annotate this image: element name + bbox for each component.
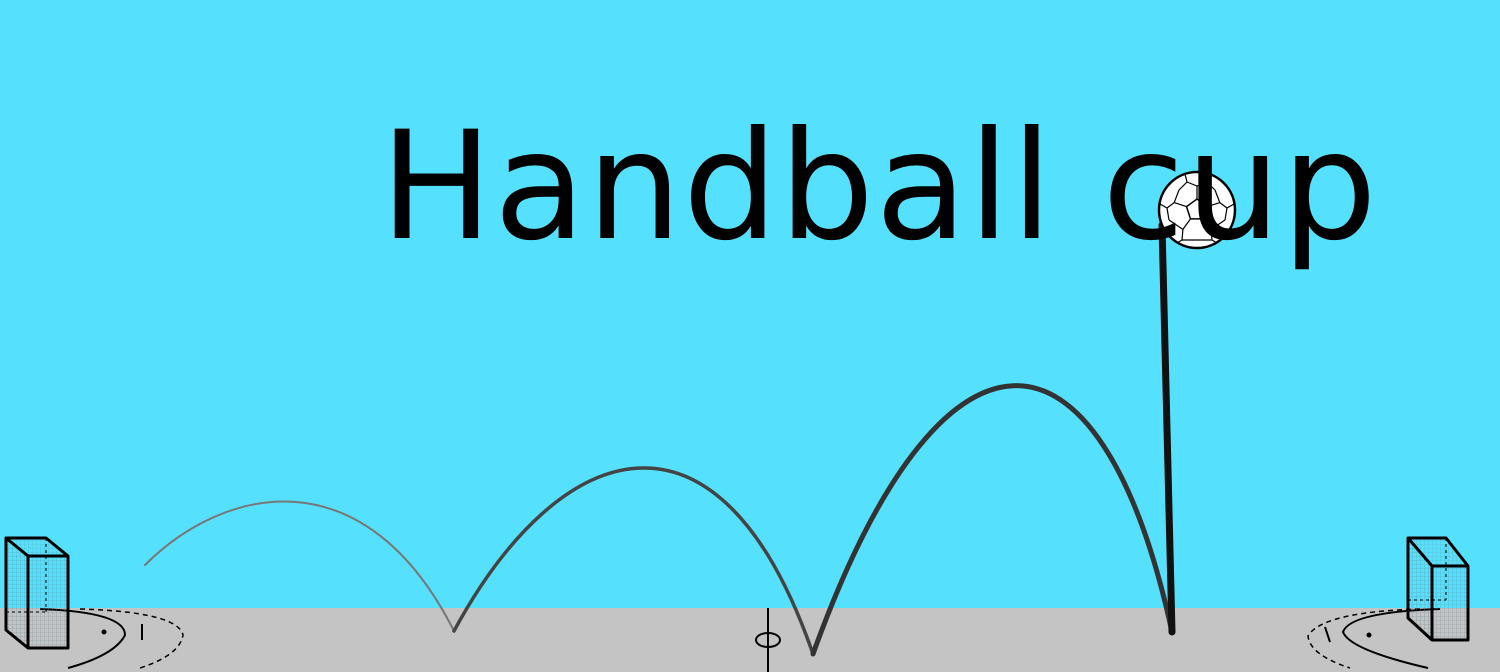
trajectory-bounce-3 [810, 383, 1175, 657]
handball-icon [1157, 170, 1237, 250]
left-goal [4, 536, 70, 650]
trajectory-rise [1158, 221, 1176, 636]
center-line [755, 608, 781, 672]
right-goal-area [1307, 608, 1441, 669]
left-goal-area [39, 608, 184, 669]
game-title: Handball cup [380, 100, 1378, 274]
ball-trajectory [144, 221, 1176, 657]
right-goal [1406, 536, 1470, 642]
trajectory-bounce-1 [144, 500, 455, 632]
court-floor [0, 608, 1500, 672]
trajectory-bounce-2 [452, 466, 815, 656]
